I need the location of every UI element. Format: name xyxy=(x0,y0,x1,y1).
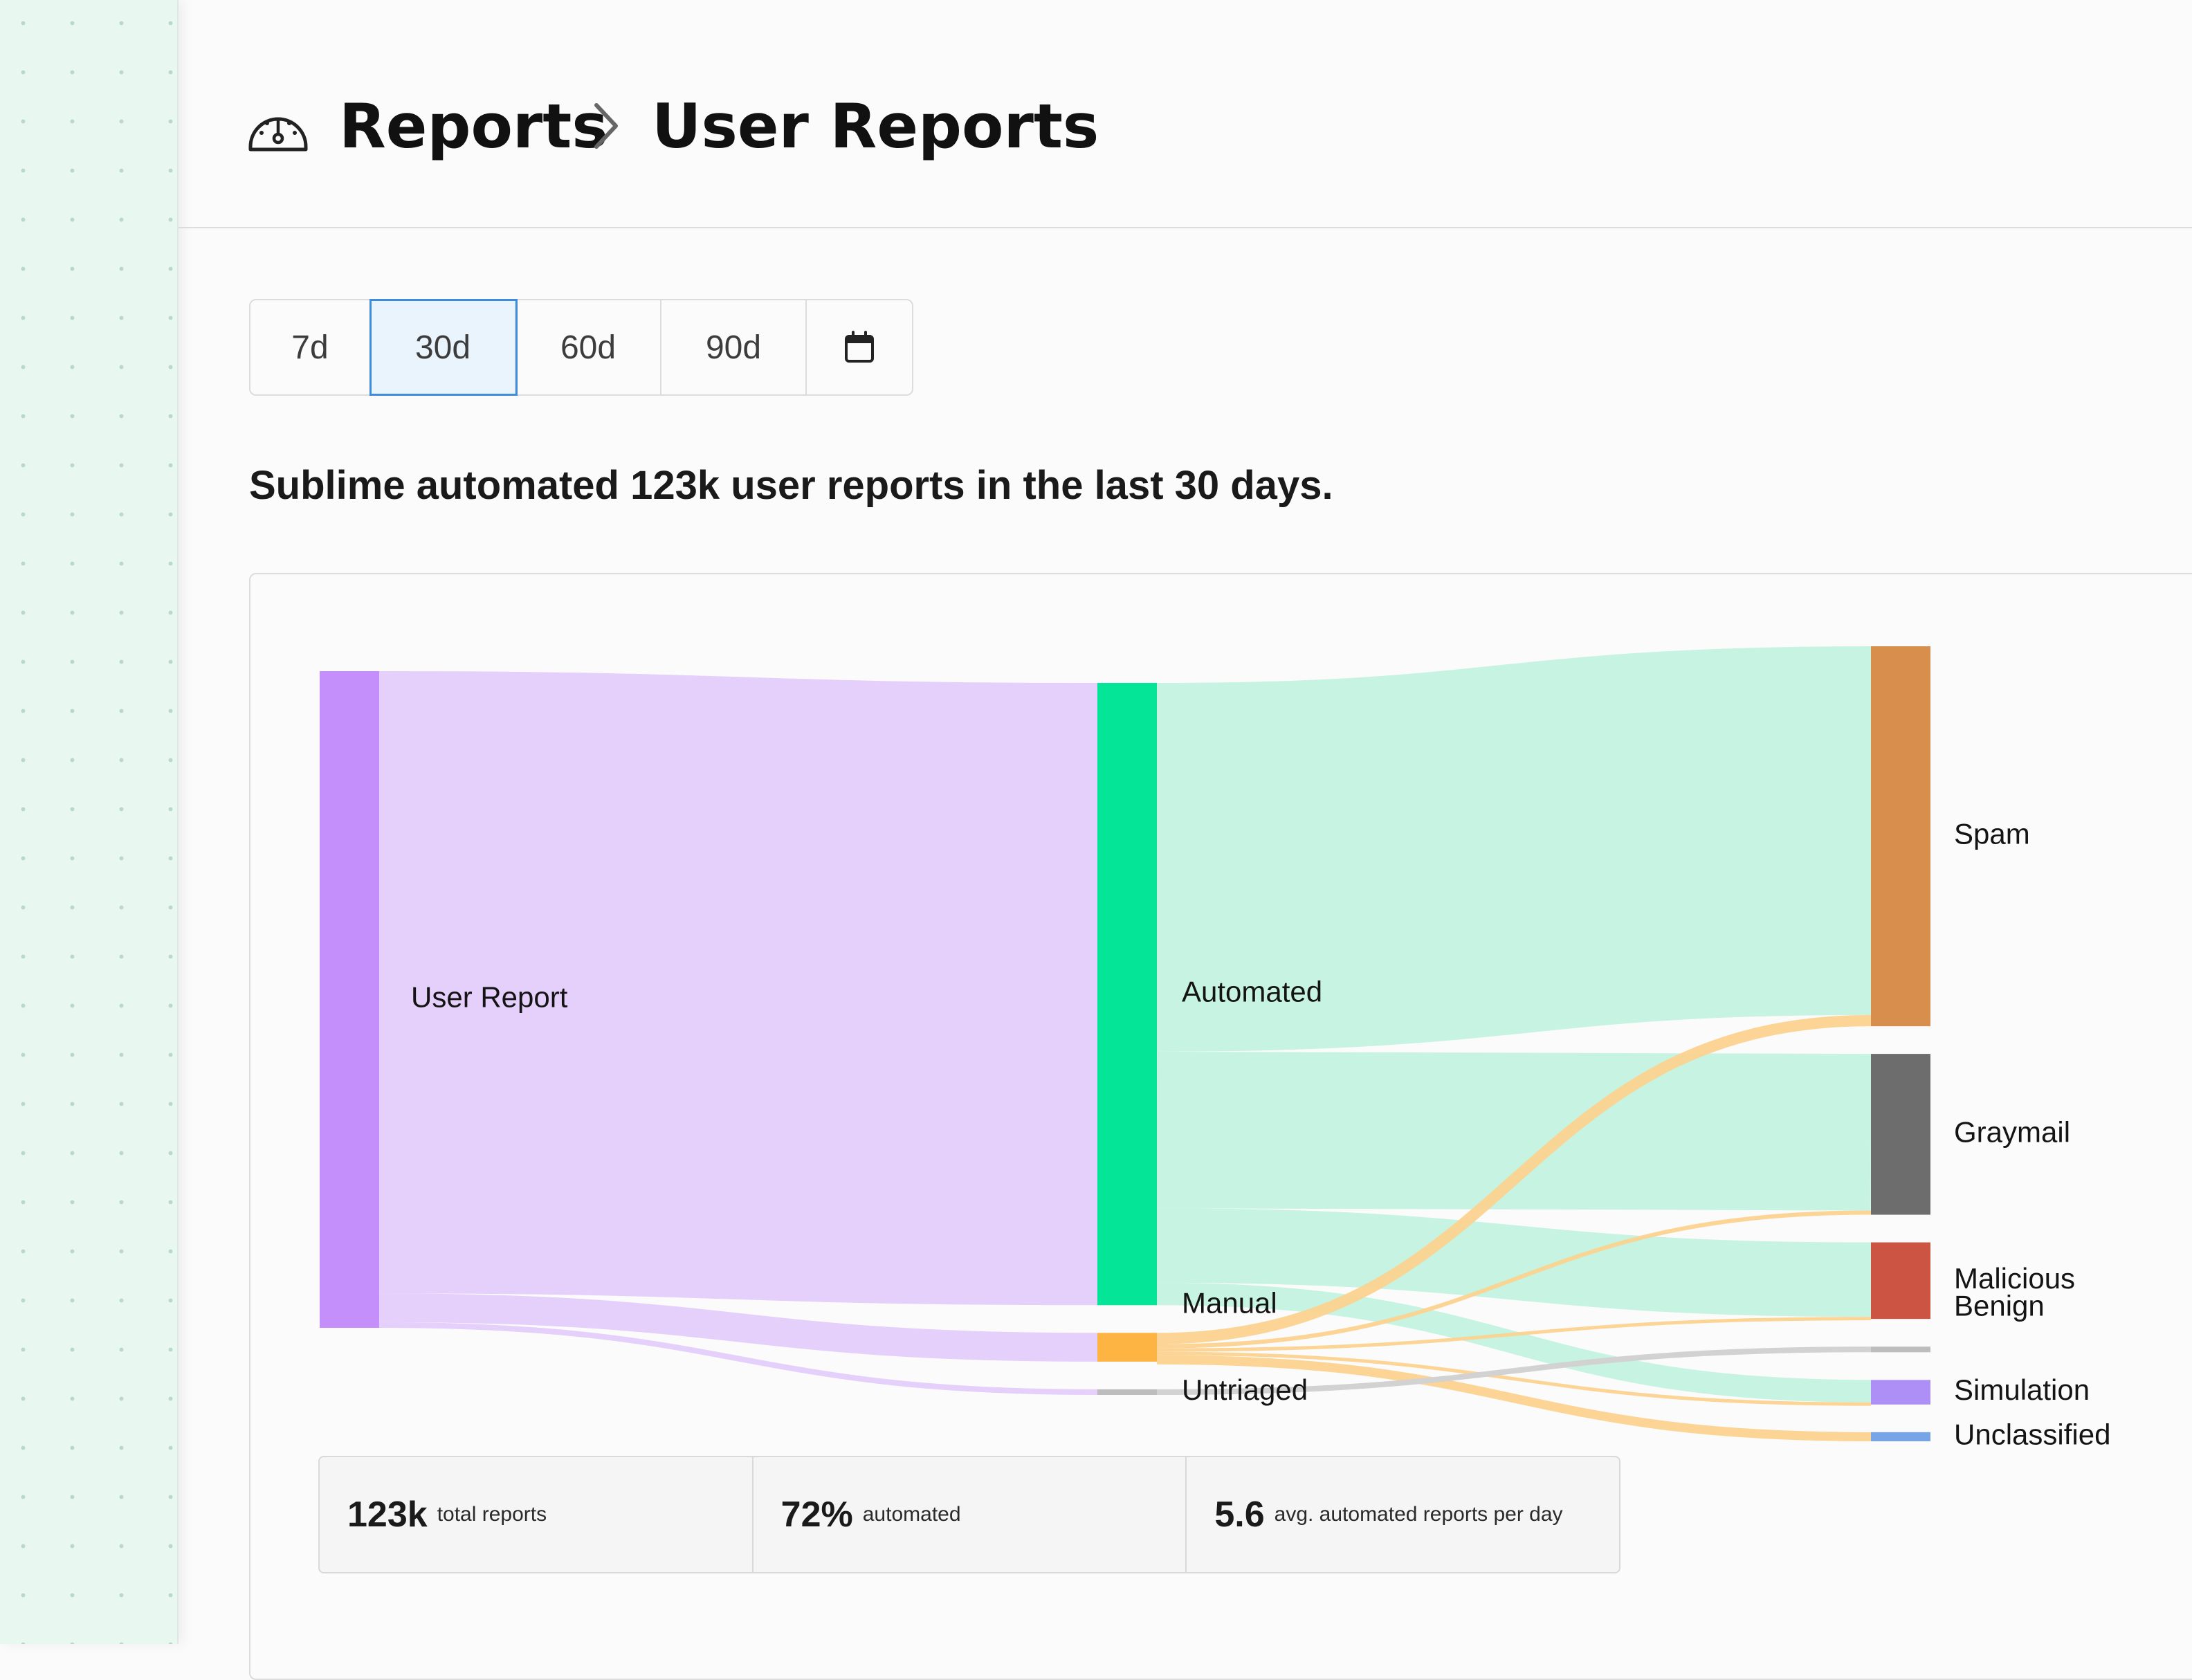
link-manual-to-graymail[interactable] xyxy=(1156,1210,1872,1349)
node-label-benign: Benign xyxy=(1954,1289,2045,1322)
calendar-icon xyxy=(845,331,874,363)
link-user-report-to-manual[interactable] xyxy=(378,1293,1098,1362)
sidebar-background xyxy=(0,0,179,1644)
node-label-unclassified: Unclassified xyxy=(1954,1418,2110,1451)
node-label-graymail: Graymail xyxy=(1954,1115,2070,1148)
link-automated-to-spam[interactable] xyxy=(1156,646,1872,1052)
stat-value: 123k xyxy=(347,1495,428,1535)
node-graymail[interactable] xyxy=(1871,1054,1930,1215)
range-30d-button[interactable]: 30d xyxy=(369,299,518,396)
range-7d-button[interactable]: 7d xyxy=(250,300,371,394)
link-untriaged-to-benign[interactable] xyxy=(1156,1346,1872,1396)
node-manual[interactable] xyxy=(1097,1333,1157,1362)
calendar-button[interactable] xyxy=(807,300,912,394)
time-range-selector: 7d 30d 60d 90d xyxy=(249,299,913,396)
stat-total-reports: 123k total reports xyxy=(320,1457,754,1572)
link-manual-to-unclassified[interactable] xyxy=(1156,1355,1872,1442)
range-60d-button[interactable]: 60d xyxy=(516,300,661,394)
node-label-untriaged: Untriaged xyxy=(1182,1373,1308,1406)
link-automated-to-simulation[interactable] xyxy=(1156,1282,1872,1403)
gauge-icon xyxy=(248,117,308,152)
node-automated[interactable] xyxy=(1097,683,1157,1306)
node-simulation[interactable] xyxy=(1871,1380,1930,1405)
node-label-spam: Spam xyxy=(1954,818,2030,850)
summary-text: Sublime automated 123k user reports in t… xyxy=(249,463,1333,508)
breadcrumb-current: User Reports xyxy=(652,91,1099,162)
stat-value: 5.6 xyxy=(1214,1495,1265,1535)
stat-value: 72% xyxy=(780,1495,853,1535)
node-unclassified[interactable] xyxy=(1871,1432,1930,1442)
stat-automated: 72% automated xyxy=(754,1457,1187,1572)
stat-label: automated xyxy=(862,1503,961,1526)
node-benign[interactable] xyxy=(1871,1346,1930,1353)
node-label-simulation: Simulation xyxy=(1954,1373,2090,1406)
breadcrumb-parent[interactable]: Reports xyxy=(339,91,608,162)
node-label-user-report: User Report xyxy=(411,981,568,1014)
link-user-report-to-automated[interactable] xyxy=(378,671,1098,1306)
node-label-malicious: Malicious xyxy=(1954,1262,2075,1295)
node-untriaged[interactable] xyxy=(1097,1389,1157,1396)
page-header xyxy=(179,0,2192,228)
node-malicious[interactable] xyxy=(1871,1242,1930,1320)
link-automated-to-graymail[interactable] xyxy=(1156,1051,1872,1211)
chevron-right-icon xyxy=(594,103,618,149)
node-user-report[interactable] xyxy=(320,671,379,1329)
link-automated-to-malicious[interactable] xyxy=(1156,1208,1872,1317)
stat-label: avg. automated reports per day xyxy=(1274,1503,1563,1526)
link-user-report-to-untriaged[interactable] xyxy=(378,1322,1098,1396)
node-label-manual: Manual xyxy=(1182,1286,1277,1319)
link-manual-to-simulation[interactable] xyxy=(1156,1351,1872,1406)
node-label-automated: Automated xyxy=(1182,976,1322,1008)
sankey-chart: User Report Automated Manual Untriaged Spam G… xyxy=(320,646,2110,1451)
range-90d-button[interactable]: 90d xyxy=(661,300,807,394)
link-manual-to-spam[interactable] xyxy=(1156,1014,1872,1344)
stat-avg-per-day: 5.6 avg. automated reports per day xyxy=(1187,1457,1619,1572)
node-spam[interactable] xyxy=(1871,646,1930,1027)
link-manual-to-malicious[interactable] xyxy=(1156,1317,1872,1352)
stat-label: total reports xyxy=(437,1503,547,1526)
stats-bar: 123k total reports 72% automated 5.6 avg… xyxy=(318,1456,1620,1573)
